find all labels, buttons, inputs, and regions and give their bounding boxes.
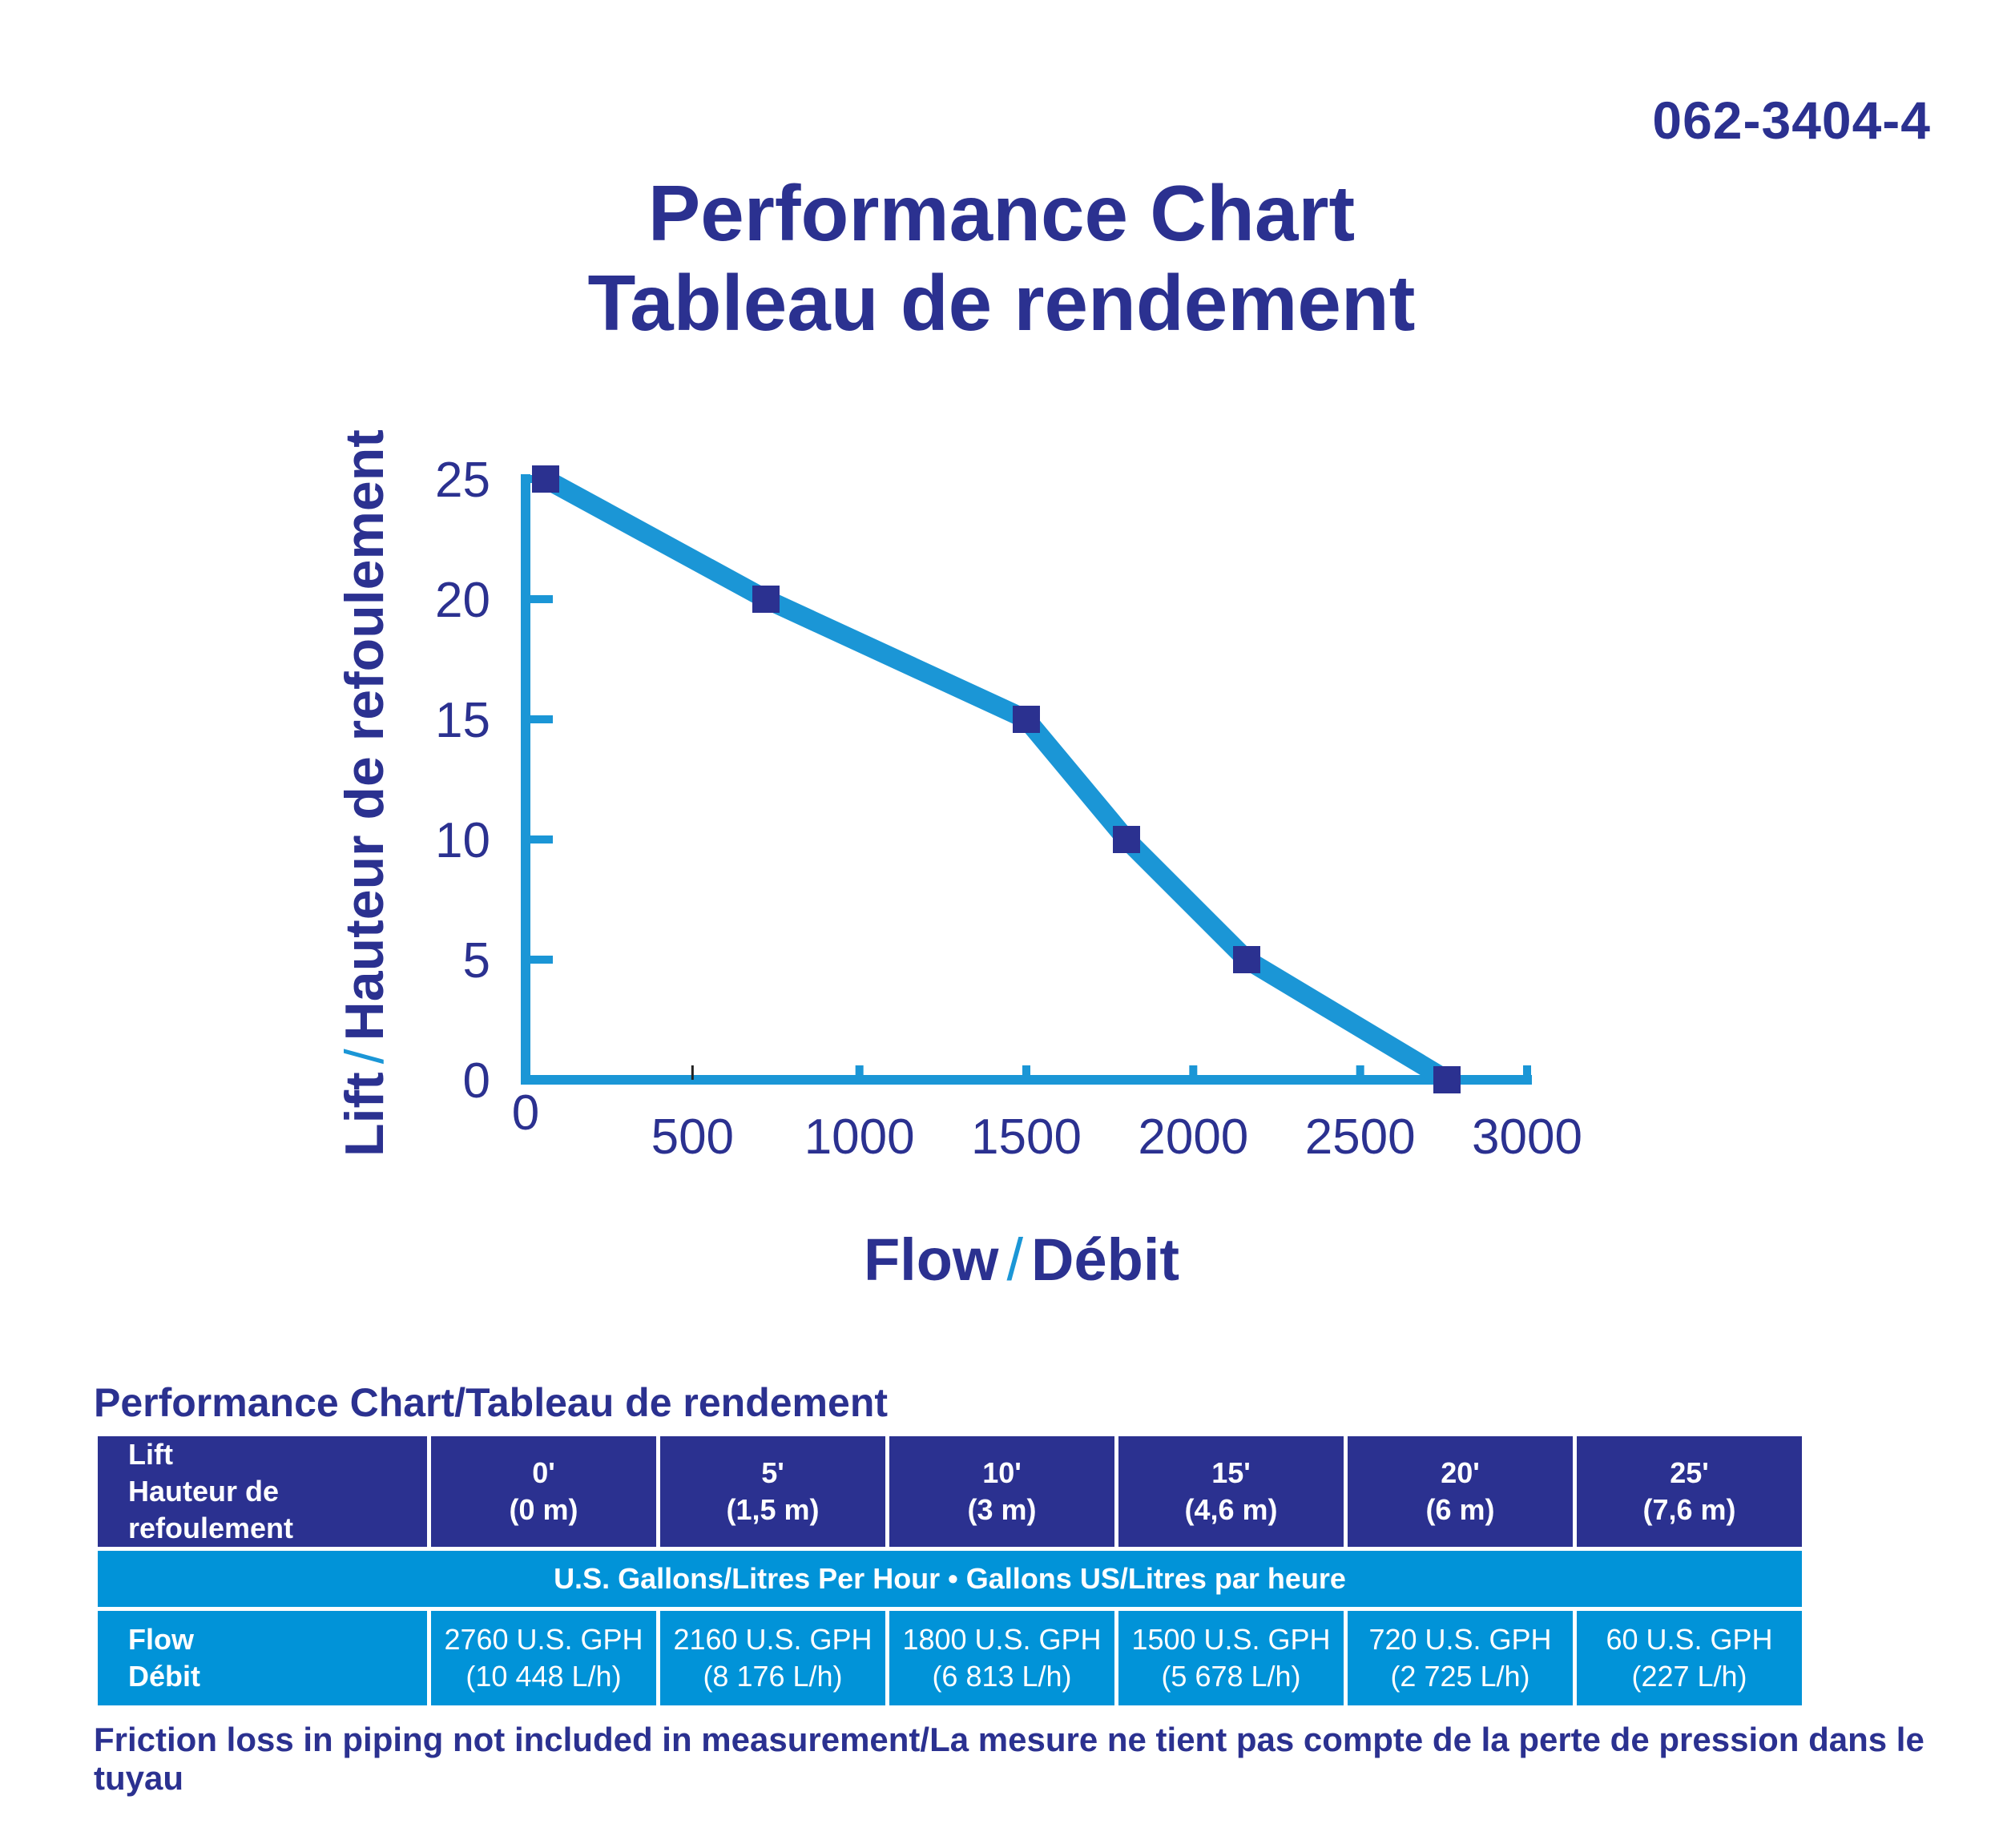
x-tick-label: 500: [651, 1109, 734, 1165]
lift-meters: (1,5 m): [726, 1493, 820, 1526]
flow-label-en: Flow: [128, 1623, 194, 1656]
x-tick-label: 0: [512, 1085, 539, 1141]
flow-lh: (10 448 L/h): [465, 1660, 622, 1693]
chart-series: [532, 465, 1461, 1093]
performance-table: Lift Hauteur de refoulement 0' (0 m) 5' (1…: [94, 1432, 1806, 1709]
footnote: Friction loss in piping not included in …: [94, 1721, 1924, 1797]
flow-cell: 1800 U.S. GPH (6 813 L/h): [885, 1607, 1118, 1709]
data-point-marker: [532, 465, 559, 493]
data-point-marker: [1433, 1066, 1461, 1093]
y-tick-label: 25: [435, 453, 490, 508]
lift-cell: 25' (7,6 m): [1573, 1432, 1806, 1551]
lift-feet: 25': [1670, 1456, 1709, 1489]
lift-meters: (7,6 m): [1642, 1493, 1736, 1526]
x-axis-separator: /: [1006, 1226, 1024, 1293]
x-tick-label: 1500: [971, 1109, 1082, 1165]
title-english: Performance Chart: [647, 169, 1356, 257]
data-point-marker: [1113, 826, 1140, 853]
x-tick-label: 2000: [1138, 1109, 1248, 1165]
lift-label-en: Lift: [128, 1438, 173, 1471]
lift-cell: 10' (3 m): [885, 1432, 1118, 1551]
flow-lh: (5 678 L/h): [1161, 1660, 1301, 1693]
flow-cell: 2760 U.S. GPH (10 448 L/h): [427, 1607, 660, 1709]
lift-feet: 10': [982, 1456, 1022, 1489]
flow-cell: 2160 U.S. GPH (8 176 L/h): [656, 1607, 889, 1709]
lift-row-label: Lift Hauteur de refoulement: [94, 1432, 431, 1551]
x-axis-label-en: Flow: [863, 1226, 999, 1293]
lift-meters: (4,6 m): [1184, 1493, 1278, 1526]
units-band: U.S. Gallons/Litres Per Hour • Gallons U…: [94, 1547, 1806, 1611]
y-axis-label-fr: Hauteur de refoulement: [334, 429, 395, 1041]
chart-axes: [521, 474, 1532, 1085]
x-axis-label: Flow / Débit: [864, 1226, 1179, 1294]
y-tick-label: 20: [435, 573, 490, 628]
flow-lh: (8 176 L/h): [703, 1660, 843, 1693]
flow-lh: (6 813 L/h): [932, 1660, 1072, 1693]
flow-cell: 1500 U.S. GPH (5 678 L/h): [1114, 1607, 1348, 1709]
data-point-marker: [752, 586, 780, 613]
flow-gph: 1500 U.S. GPH: [1131, 1623, 1331, 1656]
y-tick-label: 10: [435, 813, 490, 868]
chart-ticks: 0 5 10 15 20 25 0 500 1000 1500 2000 2500 3000: [435, 453, 1582, 1165]
y-tick-label: 15: [435, 693, 490, 748]
lift-meters: (3 m): [967, 1493, 1037, 1526]
flow-gph: 720 U.S. GPH: [1368, 1623, 1552, 1656]
flow-gph: 60 U.S. GPH: [1606, 1623, 1773, 1656]
flow-gph: 2160 U.S. GPH: [673, 1623, 873, 1656]
performance-chart: 0 5 10 15 20 25 0 500 1000 1500 2000 2500 3000: [435, 453, 1582, 1165]
x-tick-label: 3000: [1472, 1109, 1582, 1165]
units-band-row: U.S. Gallons/Litres Per Hour • Gallons U…: [94, 1547, 1806, 1611]
lift-cell: 15' (4,6 m): [1114, 1432, 1348, 1551]
lift-row: Lift Hauteur de refoulement 0' (0 m) 5' (1…: [94, 1432, 1806, 1551]
title-french: Tableau de rendement: [587, 259, 1416, 347]
x-tick-label: 2500: [1305, 1109, 1416, 1165]
flow-gph: 2760 U.S. GPH: [444, 1623, 643, 1656]
lift-feet: 0': [532, 1456, 555, 1489]
y-tick-label: 0: [463, 1053, 490, 1109]
table-title: Performance Chart/Tableau de rendement: [94, 1380, 889, 1425]
flow-lh: (227 L/h): [1631, 1660, 1747, 1693]
flow-gph: 1800 U.S. GPH: [902, 1623, 1102, 1656]
flow-cell: 60 U.S. GPH (227 L/h): [1573, 1607, 1806, 1709]
data-point-marker: [1233, 946, 1260, 973]
lift-feet: 5': [761, 1456, 784, 1489]
lift-meters: (6 m): [1425, 1493, 1495, 1526]
lift-meters: (0 m): [509, 1493, 578, 1526]
document-code: 062-3404-4: [1652, 91, 1931, 150]
lift-label-fr: Hauteur de refoulement: [128, 1475, 294, 1544]
data-point-marker: [1013, 706, 1040, 733]
flow-cell: 720 U.S. GPH (2 725 L/h): [1344, 1607, 1577, 1709]
lift-cell: 5' (1,5 m): [656, 1432, 889, 1551]
lift-cell: 0' (0 m): [427, 1432, 660, 1551]
y-tick-label: 5: [463, 933, 490, 988]
flow-row: Flow Débit 2760 U.S. GPH (10 448 L/h) 216…: [94, 1607, 1806, 1709]
page-title: Performance Chart Tableau de rendement: [0, 168, 2003, 348]
y-axis-label: Lift / Hauteur de refoulement: [333, 429, 396, 1157]
x-tick-label: 1000: [804, 1109, 915, 1165]
y-axis-label-en: Lift: [334, 1072, 395, 1157]
flow-label-fr: Débit: [128, 1660, 200, 1693]
lift-cell: 20' (6 m): [1344, 1432, 1577, 1551]
flow-lh: (2 725 L/h): [1390, 1660, 1530, 1693]
lift-flow-line: [536, 469, 1457, 1089]
y-axis-separator: /: [334, 1049, 395, 1065]
lift-feet: 15': [1211, 1456, 1251, 1489]
x-axis-label-fr: Débit: [1031, 1226, 1180, 1293]
flow-row-label: Flow Débit: [94, 1607, 431, 1709]
lift-feet: 20': [1441, 1456, 1480, 1489]
